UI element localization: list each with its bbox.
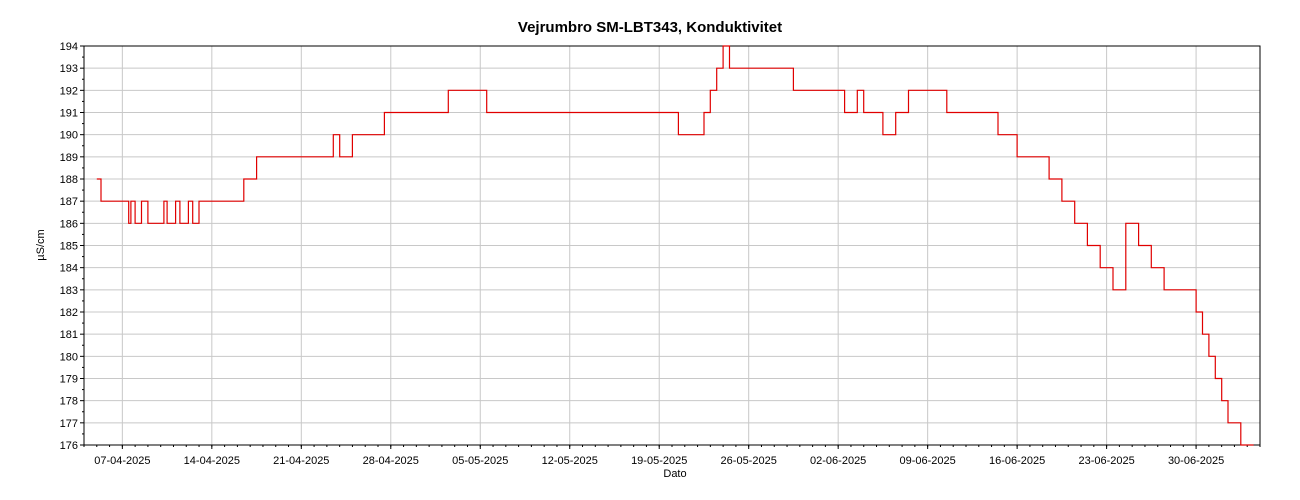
x-tick-label: 05-05-2025	[452, 455, 508, 467]
y-tick-label: 189	[60, 152, 78, 164]
series-line	[96, 45, 1254, 446]
y-tick-label: 180	[60, 351, 78, 363]
y-tick-label: 183	[60, 285, 78, 297]
y-tick-label: 186	[60, 218, 78, 230]
y-tick-label: 179	[60, 374, 78, 386]
grid-lines	[84, 46, 1260, 445]
y-tick-label: 185	[60, 241, 78, 253]
y-tick-label: 193	[60, 63, 78, 75]
x-tick-label: 09-06-2025	[900, 455, 956, 467]
x-tick-label: 12-05-2025	[542, 455, 598, 467]
y-tick-label: 182	[60, 307, 78, 319]
y-tick-label: 181	[60, 329, 78, 341]
y-axis: 176 177 178 179 180 181 182 183 184 185 186 187 188 1…	[60, 41, 84, 452]
x-tick-label: 16-06-2025	[989, 455, 1045, 467]
y-axis-title: µS/cm	[35, 229, 47, 260]
y-tick-label: 194	[60, 41, 78, 53]
x-tick-label: 23-06-2025	[1078, 455, 1134, 467]
y-tick-label: 188	[60, 174, 78, 186]
y-tick-label: 190	[60, 130, 78, 142]
y-tick-label: 192	[60, 85, 78, 97]
y-tick-label: 184	[60, 263, 78, 275]
x-tick-label: 28-04-2025	[363, 455, 419, 467]
y-tick-label: 191	[60, 108, 78, 120]
chart-title: Vejrumbro SM-LBT343, Konduktivitet	[517, 19, 783, 36]
y-tick-label: 176	[60, 440, 78, 452]
x-tick-label: 30-06-2025	[1168, 455, 1224, 467]
x-tick-label: 02-06-2025	[810, 455, 866, 467]
x-tick-label: 21-04-2025	[273, 455, 329, 467]
x-axis-title: Dato	[663, 468, 686, 480]
y-tick-label: 187	[60, 196, 78, 208]
y-tick-label: 177	[60, 418, 78, 430]
y-tick-label: 178	[60, 396, 78, 408]
x-tick-label: 26-05-2025	[721, 455, 777, 467]
x-axis: 07-04-2025 14-04-2025 21-04-2025 28-04-2025…	[83, 445, 1261, 467]
x-tick-label: 07-04-2025	[94, 455, 150, 467]
x-tick-label: 19-05-2025	[631, 455, 687, 467]
x-tick-label: 14-04-2025	[184, 455, 240, 467]
